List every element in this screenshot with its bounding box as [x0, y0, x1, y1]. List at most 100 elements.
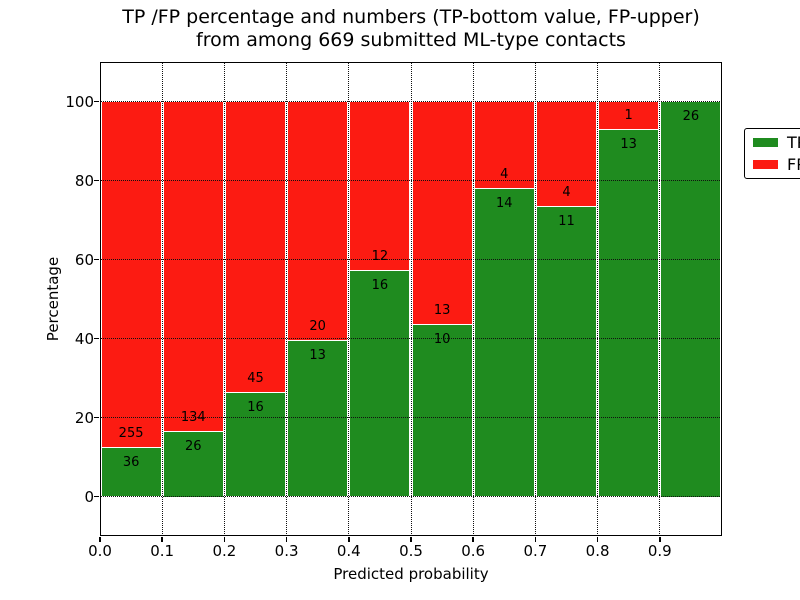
- tp-count-label: 16: [247, 399, 264, 415]
- y-tick-label: 80: [74, 171, 94, 190]
- chart-title-line1: TP /FP percentage and numbers (TP-bottom…: [122, 6, 700, 28]
- fp-count-label: 1: [624, 107, 633, 123]
- bar-segment-fp: [288, 101, 348, 341]
- x-tick-mark: [410, 537, 412, 542]
- vertical-gridline: [597, 62, 599, 536]
- x-tick-label: 0.2: [212, 542, 237, 560]
- tp-count-label: 16: [371, 277, 389, 293]
- y-tick-mark: [94, 100, 99, 103]
- bar-segment-fp: [226, 101, 285, 393]
- y-tick-mark: [94, 337, 99, 340]
- horizontal-gridline: [100, 496, 722, 497]
- x-tick-mark: [472, 537, 474, 542]
- tp-count-label: 36: [122, 454, 140, 470]
- x-tick-label: 0.0: [88, 542, 112, 560]
- horizontal-gridline: [100, 417, 722, 418]
- bar-boundary-edge: [226, 391, 285, 393]
- bar-segment-fp: [412, 101, 472, 325]
- fp-count-label: 4: [562, 184, 571, 200]
- bar-boundary-edge: [101, 446, 161, 448]
- bar-segment-fp: [474, 101, 534, 190]
- x-tick-mark: [223, 537, 226, 542]
- bar-boundary-edge: [599, 128, 659, 130]
- vertical-gridline: [659, 62, 661, 536]
- chart-title-line2: from among 669 submitted ML-type contact…: [196, 29, 626, 51]
- tp-count-label: 26: [185, 439, 202, 455]
- fp-legend-swatch: [753, 160, 778, 169]
- horizontal-gridline: [100, 101, 722, 102]
- bar-segment-tp: [226, 392, 285, 497]
- legend-entry-label: TP: [787, 133, 800, 152]
- x-tick-mark: [348, 537, 350, 542]
- tp-count-label: 10: [433, 331, 451, 347]
- x-tick-label: 0.3: [274, 542, 299, 560]
- bar-boundary-edge: [412, 323, 472, 325]
- x-tick-label: 0.4: [336, 542, 361, 560]
- bar-segment-tp: [412, 324, 472, 497]
- plot-area: TPFP 25536134264516201312161310414411113…: [100, 62, 800, 536]
- bar-segment-tp: [599, 129, 659, 497]
- bar-segment-fp: [163, 101, 223, 433]
- bar-segment-tp: [163, 432, 223, 497]
- bar-segment-fp: [350, 101, 410, 271]
- y-tick-mark: [94, 416, 99, 419]
- bar-segment-tp: [474, 189, 534, 497]
- bar-boundary-edge: [350, 269, 410, 271]
- x-axis-label: Predicted probability: [333, 565, 489, 583]
- chart-legend: TP FP: [744, 128, 800, 179]
- x-tick-mark: [659, 537, 661, 542]
- tp-legend-swatch: [753, 138, 778, 147]
- vertical-gridline: [472, 62, 474, 536]
- x-tick-label: 0.9: [647, 542, 672, 560]
- bar-segment-fp: [599, 101, 659, 130]
- bar-boundary-edge: [537, 205, 596, 207]
- x-tick-mark: [285, 537, 288, 542]
- vertical-gridline: [286, 62, 288, 536]
- fp-count-label: 45: [247, 370, 264, 386]
- vertical-gridline: [161, 62, 163, 536]
- horizontal-gridline: [100, 259, 722, 260]
- y-tick-mark: [94, 258, 99, 261]
- vertical-gridline: [534, 62, 536, 536]
- y-tick-mark: [94, 179, 99, 182]
- bar-segment-tp: [537, 206, 596, 497]
- y-tick-mark: [94, 495, 99, 498]
- y-tick-label: 20: [74, 408, 94, 427]
- bar-segment-tp: [101, 447, 161, 497]
- bar-segment-fp: [101, 101, 161, 448]
- tp-count-label: 13: [309, 347, 326, 363]
- y-tick-label: 60: [74, 250, 94, 269]
- bar-boundary-edge: [288, 339, 348, 341]
- x-tick-label: 0.6: [461, 542, 486, 560]
- y-tick-label: 40: [74, 329, 94, 348]
- legend-entry-label: FP: [787, 155, 800, 174]
- bar-segment-tp: [350, 270, 410, 497]
- vertical-gridline: [410, 62, 412, 536]
- y-tick-label: 0: [84, 487, 94, 506]
- fp-count-label: 4: [500, 167, 509, 183]
- tp-count-label: 26: [682, 108, 700, 124]
- tp-count-label: 13: [620, 136, 637, 152]
- horizontal-gridline: [100, 180, 722, 181]
- legend-entry: FP: [753, 155, 800, 174]
- x-tick-label: 0.5: [399, 542, 423, 560]
- bar-segment-tp: [661, 101, 721, 497]
- legend-entry: TP: [753, 133, 800, 152]
- x-tick-mark: [534, 537, 537, 542]
- fp-count-label: 255: [118, 425, 144, 441]
- x-tick-mark: [161, 537, 163, 542]
- vertical-gridline: [223, 62, 225, 536]
- vertical-gridline: [348, 62, 350, 536]
- x-tick-label: 0.1: [150, 542, 175, 560]
- y-tick-label: 100: [65, 92, 94, 111]
- x-tick-label: 0.8: [585, 542, 610, 560]
- x-tick-mark: [99, 537, 101, 542]
- bar-boundary-edge: [163, 431, 223, 433]
- x-tick-mark: [596, 537, 599, 542]
- bar-segment-tp: [288, 340, 348, 497]
- tp-count-label: 14: [496, 196, 513, 212]
- horizontal-gridline: [100, 338, 722, 339]
- fp-count-label: 12: [371, 248, 389, 264]
- tp-count-label: 11: [558, 213, 575, 229]
